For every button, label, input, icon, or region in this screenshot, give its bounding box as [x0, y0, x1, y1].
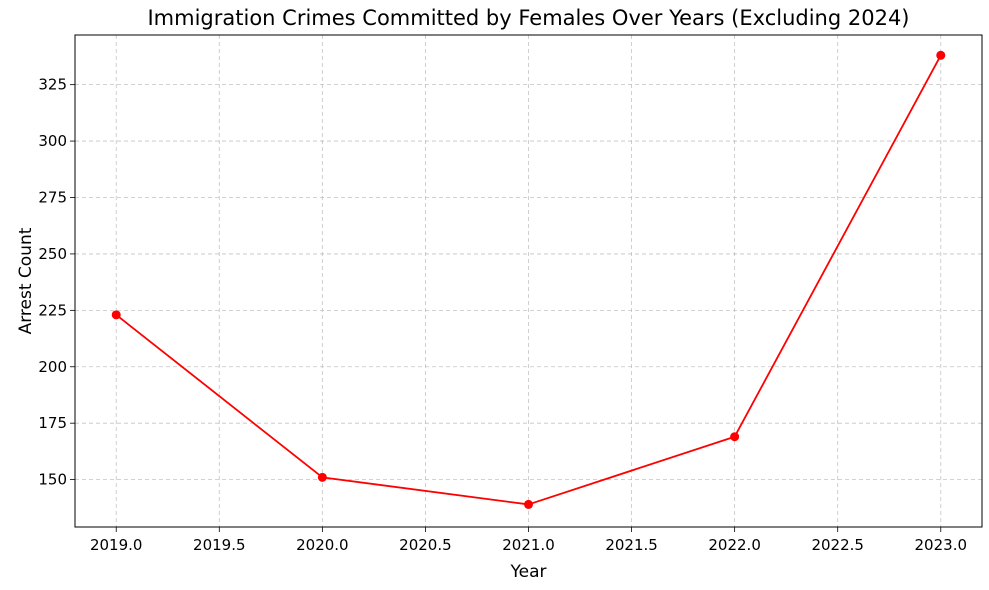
y-tick-label: 150	[38, 471, 67, 489]
y-axis-label: Arrest Count	[16, 227, 36, 334]
y-tick-label: 250	[38, 245, 67, 263]
y-tick-label: 300	[38, 132, 67, 150]
y-tick-label: 200	[38, 358, 67, 376]
x-tick-label: 2022.0	[708, 536, 761, 554]
axes-frame	[74, 34, 983, 528]
chart-title: Immigration Crimes Committed by Females …	[147, 6, 909, 30]
data-point-2021[interactable]	[524, 499, 533, 509]
x-axis-label: Year	[510, 562, 547, 582]
y-tick-label: 225	[38, 301, 67, 319]
x-tick-label: 2019.0	[90, 536, 143, 554]
x-tick-label: 2023.0	[915, 536, 968, 554]
y-tick-label: 275	[38, 188, 67, 206]
series-layer	[111, 50, 946, 509]
x-tick-label: 2020.5	[399, 536, 452, 554]
x-tick-label: 2020.0	[296, 536, 349, 554]
data-point-2019[interactable]	[111, 310, 121, 320]
x-tick-label: 2019.5	[193, 536, 246, 554]
axis-ticks: 2019.0 2019.5 2020.0 2020.5 2021.0 2021.5 2022…	[38, 76, 967, 554]
x-tick-label: 2022.5	[811, 536, 864, 554]
data-point-2022[interactable]	[730, 432, 740, 442]
y-tick-label: 325	[38, 76, 67, 94]
data-point-2023[interactable]	[936, 50, 946, 60]
y-tick-label: 175	[38, 414, 67, 432]
x-tick-label: 2021.0	[502, 536, 555, 554]
data-point-2020[interactable]	[317, 472, 327, 482]
grid	[75, 35, 982, 527]
x-tick-label: 2021.5	[605, 536, 658, 554]
